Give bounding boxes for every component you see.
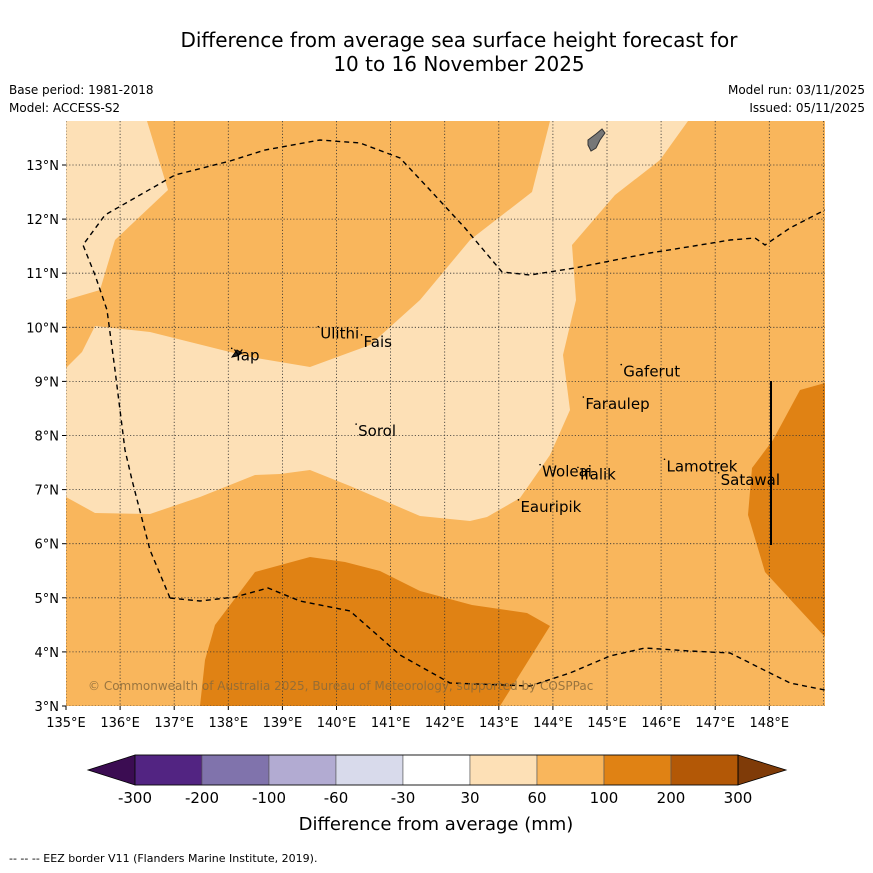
colorbar-bin [201, 754, 270, 786]
x-tick-label: 137°E [154, 716, 194, 731]
footer-note: -- -- -- EEZ border V11 (Flanders Marine… [9, 852, 318, 865]
issued-date: Issued: 05/11/2025 [749, 101, 865, 115]
place-marker [517, 499, 520, 501]
x-tick-label: 146°E [641, 716, 681, 731]
model-run: Model run: 03/11/2025 [727, 83, 865, 97]
colorbar-extend-high [737, 754, 788, 786]
x-tick-label: 144°E [533, 716, 573, 731]
chart-title: Difference from average sea surface heig… [0, 28, 873, 76]
base-period: Base period: 1981-2018 [9, 83, 154, 97]
place-marker [360, 334, 363, 336]
place-label: Fais [364, 333, 393, 351]
graticule [66, 121, 825, 706]
y-tick-label: 4°N [35, 646, 60, 661]
colorbar-bin [469, 754, 538, 786]
place-marker [355, 423, 357, 425]
x-tick-label: 139°E [263, 716, 303, 731]
colorbar-title: Difference from average (mm) [299, 814, 574, 835]
colorbar-label: -300 [118, 789, 152, 807]
place-label: Yap [233, 346, 260, 364]
colorbar-bin [268, 754, 337, 786]
y-tick-label: 3°N [35, 700, 60, 715]
title-line-2: 10 to 16 November 2025 [333, 52, 585, 76]
x-tick-label: 142°E [425, 716, 465, 731]
x-tick-label: 147°E [695, 716, 735, 731]
colorbar-bin [335, 754, 404, 786]
colorbar-bin [134, 754, 203, 786]
x-tick-label: 136°E [100, 716, 140, 731]
place-label: Lamotrek [667, 457, 738, 475]
place-labels: Yap Ulithi Fais Sorol Gaferut Faraulep WoleaiI… [230, 325, 780, 516]
contour-100-200-south [200, 557, 550, 706]
y-tick-label: 7°N [35, 484, 60, 499]
contour-30-60-nw [66, 121, 168, 300]
place-marker [317, 325, 320, 328]
x-tick-label: 140°E [317, 716, 357, 731]
place-label: Eauripik [520, 498, 581, 516]
y-tick-label: 8°N [35, 430, 60, 445]
y-tick-label: 6°N [35, 538, 60, 553]
colorbar-label: -60 [324, 789, 349, 807]
x-tick-label: 135°E [46, 716, 86, 731]
x-tick-label: 143°E [479, 716, 519, 731]
colorbar-bin [536, 754, 605, 786]
place-marker [620, 363, 623, 366]
place-label: Ifalik [580, 465, 616, 483]
meta-left: Base period: 1981-2018 Model: ACCESS-S2 [9, 81, 154, 117]
map-plot-area [66, 121, 825, 706]
colorbar-extend-low [86, 754, 136, 786]
colorbar-label: -100 [252, 789, 286, 807]
x-tick-label: 145°E [587, 716, 627, 731]
place-marker [663, 458, 666, 461]
colorbar-label: 200 [657, 789, 686, 807]
model-name: Model: ACCESS-S2 [9, 101, 121, 115]
copyright-text: © Commonwealth of Australia 2025, Bureau… [88, 679, 593, 693]
x-tick-label: 138°E [209, 716, 249, 731]
y-axis-ticks: 3°N 4°N 5°N 6°N 7°N 8°N 9°N 10°N 11°N 12°N 13°N [26, 159, 66, 715]
y-tick-label: 13°N [26, 159, 59, 174]
colorbar-label: 300 [724, 789, 753, 807]
colorbar-label: 30 [460, 789, 479, 807]
place-marker [577, 466, 579, 469]
colorbar-bin [670, 754, 739, 786]
place-label: Ulithi [320, 325, 359, 343]
place-label: Gaferut [623, 363, 680, 381]
contour-100-200-east [748, 383, 825, 637]
place-marker [582, 396, 585, 398]
y-tick-label: 10°N [26, 321, 59, 336]
colorbar-label: 100 [590, 789, 619, 807]
eez-border [82, 139, 825, 691]
y-tick-label: 9°N [35, 375, 60, 390]
y-tick-label: 11°N [26, 267, 59, 282]
guam-island [587, 128, 606, 152]
colorbar-label: -30 [391, 789, 416, 807]
y-tick-label: 12°N [26, 213, 59, 228]
place-label: Satawal [721, 471, 780, 489]
place-marker [230, 347, 233, 350]
place-label: Woleai [542, 463, 592, 481]
place-label: Sorol [358, 422, 396, 440]
x-axis-ticks: 135°E 136°E 137°E 138°E 139°E 140°E 141°E 142°E… [46, 706, 789, 731]
y-tick-label: 5°N [35, 592, 60, 607]
place-marker [539, 463, 541, 466]
place-marker [717, 471, 720, 474]
colorbar-bin [603, 754, 672, 786]
colorbar: -300 -200 -100 -60 -30 30 60 100 200 300 [86, 754, 788, 807]
colorbar-bin [402, 754, 471, 786]
colorbar-label: -200 [185, 789, 219, 807]
place-label: Faraulep [585, 395, 649, 413]
x-tick-label: 148°E [750, 716, 790, 731]
meta-right: Model run: 03/11/2025 Issued: 05/11/2025 [728, 81, 865, 117]
colorbar-label: 60 [527, 789, 546, 807]
x-tick-label: 141°E [371, 716, 411, 731]
title-line-1: Difference from average sea surface heig… [180, 28, 738, 52]
yap-island [230, 349, 243, 358]
colorbar-frame [134, 754, 739, 786]
contour-30-60-central [66, 121, 688, 521]
